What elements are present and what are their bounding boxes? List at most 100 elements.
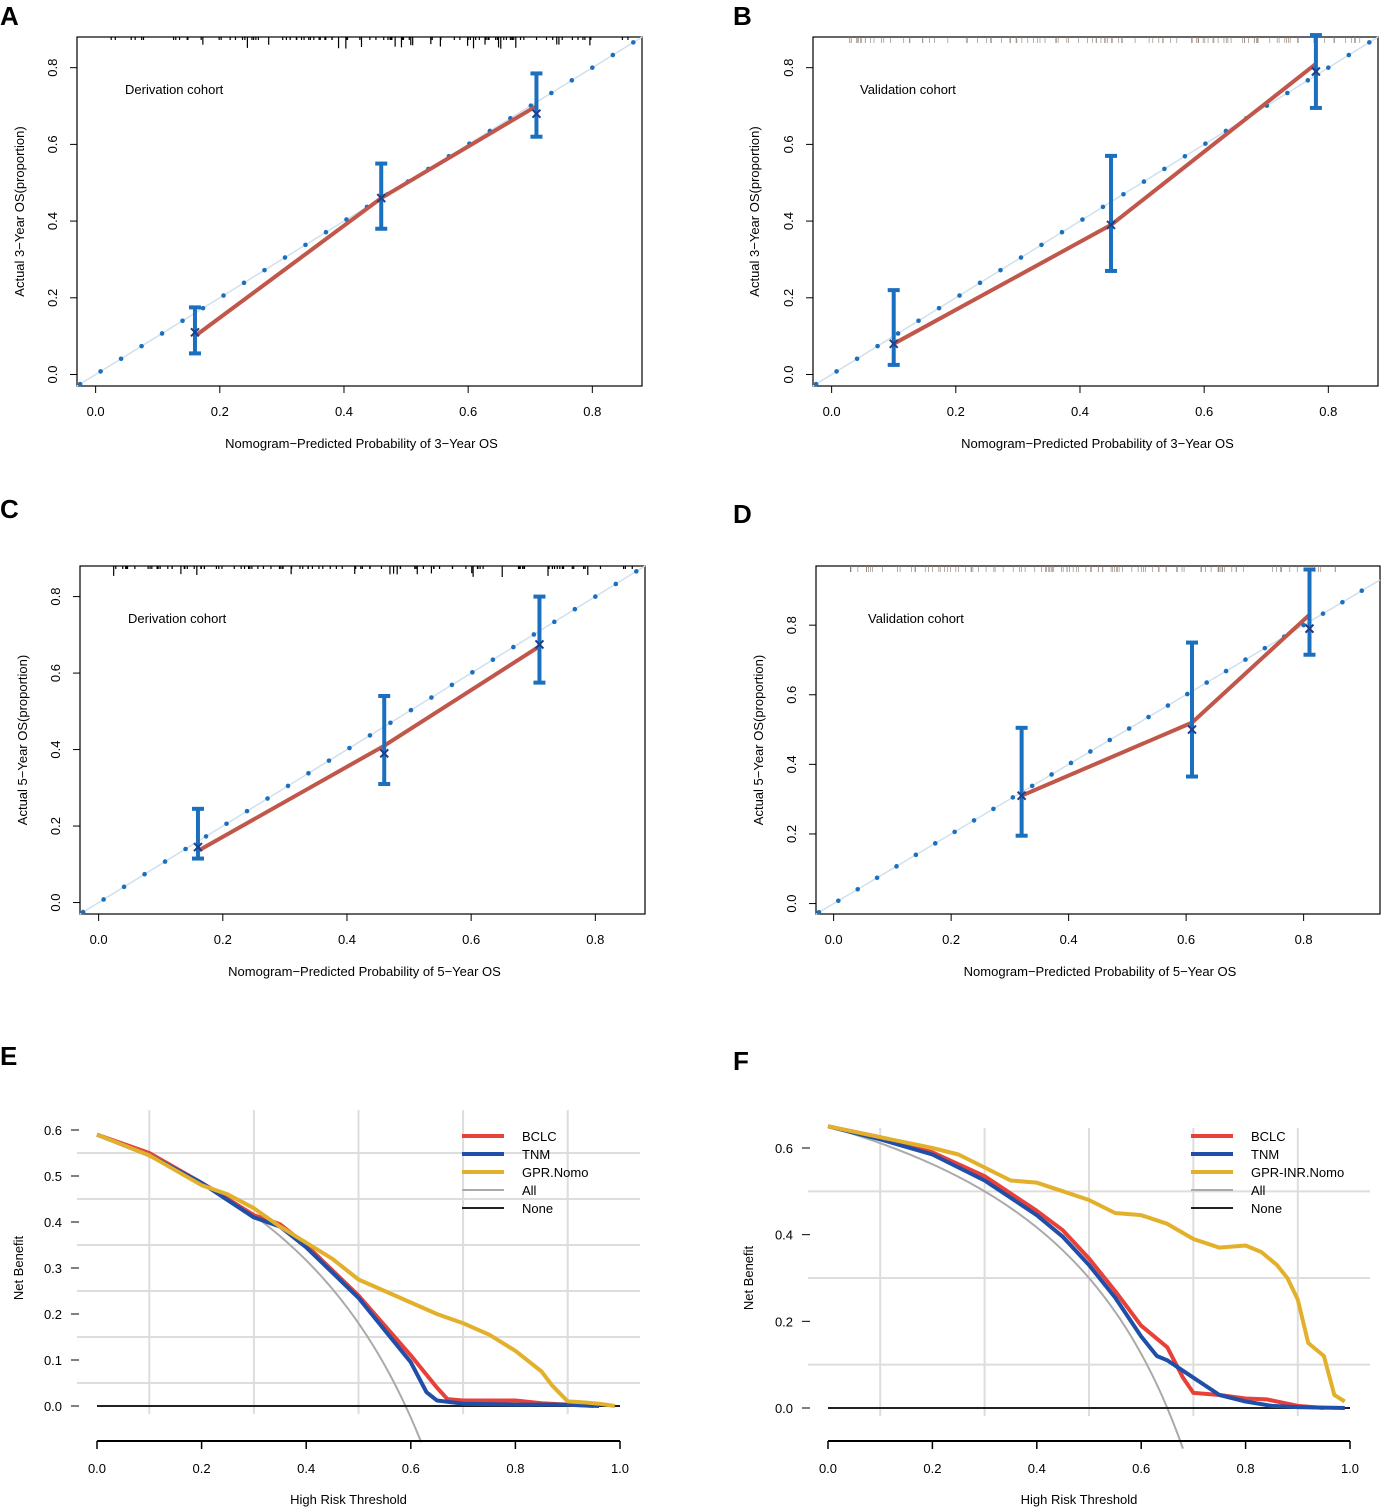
x-axis: 0.0 0.2 0.4 0.6 0.8 Nomogram−Predicted Probab… [87, 386, 601, 451]
error-bar-2 [375, 161, 388, 231]
legend-label: GPR.Nomo [522, 1165, 588, 1180]
x-axis-title: Nomogram−Predicted Probability of 5−Year… [228, 964, 501, 979]
y-tick-label: 0.2 [784, 825, 799, 843]
y-axis: 0.0 0.2 0.4 0.6 0.8 Actual 3−Year OS(proporti… [747, 59, 813, 384]
y-axis-title: Actual 3−Year OS(proportion) [747, 126, 762, 296]
x-tick-label: 0.4 [1071, 404, 1089, 419]
cohort-label: Derivation cohort [125, 82, 224, 97]
series-tnm [827, 1124, 1345, 1410]
x-tick-label: 0.0 [87, 404, 105, 419]
x-axis: 0.0 0.2 0.4 0.6 0.8 1.0 High Risk Threshold [819, 1440, 1359, 1507]
cohort-label: Derivation cohort [128, 611, 227, 626]
ideal-dot [511, 644, 516, 650]
x-tick-label: 1.0 [611, 1461, 629, 1476]
error-bar-1 [887, 288, 900, 367]
ideal-dot [613, 581, 619, 587]
ideal-line [812, 36, 1379, 387]
x-tick-label: 0.6 [459, 404, 477, 419]
ideal-dot [1107, 737, 1113, 743]
ideal-dot [1262, 645, 1268, 651]
x-axis-title: High Risk Threshold [1021, 1492, 1138, 1507]
ideal-dot [1346, 52, 1352, 58]
y-axis-title: Net Benefit [11, 1235, 26, 1300]
y-tick-label: 0.6 [48, 664, 63, 682]
x-axis-title: Nomogram−Predicted Probability of 3−Year… [225, 436, 498, 451]
ideal-dot [265, 796, 270, 801]
y-axis-title: Actual 5−Year OS(proportion) [751, 655, 766, 825]
x-axis: 0.0 0.2 0.4 0.6 0.8 1.0 High Risk Threshold [88, 1440, 629, 1507]
ideal-dot [1185, 691, 1190, 697]
ideal-dot [80, 909, 86, 915]
point-marker [1016, 790, 1027, 801]
panel-f: 0.0 0.2 0.4 0.6 Net Benefit 0.0 0.2 0.4 0.6 0.8 1.… [741, 1124, 1370, 1507]
y-tick-label: 0.2 [781, 289, 796, 307]
y-tick-label: 0.8 [781, 59, 796, 77]
ideal-dot [634, 569, 639, 574]
ideal-dot [1165, 703, 1171, 708]
ideal-dot [1088, 749, 1093, 754]
ideal-dot [285, 783, 291, 789]
x-tick-label: 0.4 [335, 404, 353, 419]
legend-label: None [522, 1201, 553, 1216]
y-axis: 0.0 0.2 0.4 0.6 Net Benefit [741, 1141, 810, 1416]
panel-c: Derivation cohort 0.0 0.2 0.4 0.6 0.8 Nomogram… [15, 565, 646, 979]
ideal-dot [203, 834, 209, 839]
ideal-dot [836, 898, 841, 904]
x-axis-title: Nomogram−Predicted Probability of 5−Year… [964, 964, 1237, 979]
ideal-dot [531, 632, 537, 637]
ideal-dot [971, 818, 977, 823]
ideal-dot [894, 864, 899, 869]
ideal-dot [1141, 179, 1147, 184]
rug-marks [849, 37, 1361, 43]
point-marker [1106, 220, 1116, 230]
x-tick-label: 0.4 [297, 1461, 315, 1476]
point-marker [1311, 66, 1321, 77]
ideal-dot [139, 343, 144, 349]
y-tick-label: 0.6 [781, 135, 796, 153]
ideal-line [79, 565, 646, 915]
error-bar-2 [1105, 153, 1118, 273]
series-tnm [96, 1132, 600, 1408]
error-bar-3 [1303, 567, 1316, 657]
x-tick-label: 0.8 [1319, 404, 1337, 419]
panel-letter-a: A [0, 1, 19, 31]
ideal-dot [1010, 795, 1016, 800]
y-axis: 0.0 0.2 0.4 0.6 0.8 Actual 5−Year OS(proporti… [751, 616, 816, 913]
y-tick-label: 0.4 [48, 741, 63, 759]
x-tick-label: 0.6 [462, 932, 480, 947]
panel-d: Validation cohort 0.0 0.2 0.4 0.6 0.8 Nomogram… [751, 565, 1381, 979]
legend-label: All [522, 1183, 537, 1198]
y-tick-label: 0.4 [44, 1215, 62, 1230]
error-bar-3 [1309, 33, 1322, 110]
ideal-dot [593, 594, 598, 599]
x-tick-label: 0.8 [1295, 932, 1313, 947]
panel-a: Derivation cohort 0.0 0.2 0.4 0.6 0.8 Nomogram… [12, 36, 643, 451]
y-tick-label: 0.4 [781, 212, 796, 230]
ideal-dot [1320, 611, 1326, 616]
ideal-dot [895, 331, 901, 336]
ideal-dot [816, 909, 822, 915]
ideal-dot [1182, 153, 1188, 159]
error-bar-1 [191, 806, 204, 861]
series-gpr-inr-nomo [827, 1124, 1346, 1404]
y-tick-label: 0.0 [44, 1399, 62, 1414]
ideal-dot [200, 305, 206, 311]
legend-label: None [1251, 1201, 1282, 1216]
legend: BCLC TNM GPR.Nomo All None [462, 1129, 588, 1216]
x-tick-label: 0.2 [942, 932, 960, 947]
x-tick-label: 0.2 [193, 1461, 211, 1476]
ideal-dot [1029, 783, 1035, 789]
x-tick-label: 0.2 [211, 404, 229, 419]
rug-marks [110, 37, 629, 49]
ideal-dot [408, 707, 414, 713]
ideal-dot [77, 381, 83, 387]
point-marker [531, 108, 542, 119]
ideal-dot [1340, 599, 1345, 605]
y-axis: 0.0 0.2 0.4 0.6 0.8 Actual 3−Year OS(proporti… [12, 59, 77, 384]
ideal-dot [977, 280, 983, 286]
ideal-dot [221, 293, 226, 298]
x-axis-title: High Risk Threshold [290, 1492, 407, 1507]
panel-letter-b: B [733, 1, 752, 31]
series-all [827, 1125, 1184, 1449]
